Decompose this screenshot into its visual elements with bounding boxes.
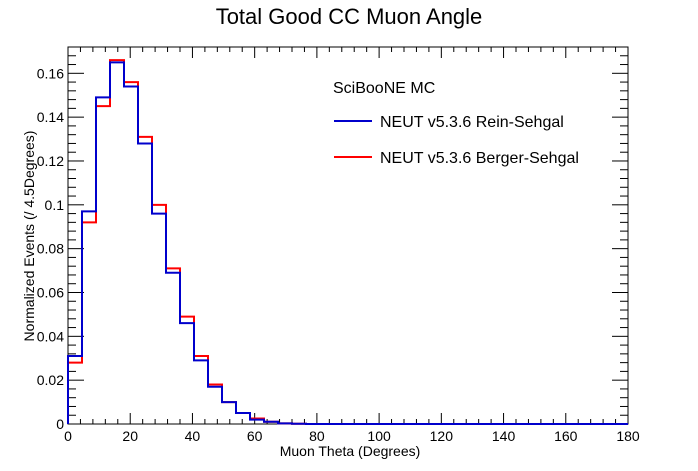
y-tick-label: 0.1 bbox=[45, 197, 65, 213]
x-tick-label: 120 bbox=[430, 428, 454, 444]
x-axis-ticks: 0 20 40 60 80 100 120 140 160 180 bbox=[64, 47, 640, 444]
x-tick-label: 100 bbox=[367, 428, 391, 444]
x-tick-label: 20 bbox=[122, 428, 138, 444]
series-line-rein-sehgal bbox=[67, 61, 628, 425]
y-tick-label: 0.08 bbox=[37, 241, 64, 257]
x-tick-label: 160 bbox=[554, 428, 578, 444]
y-tick-label: 0.12 bbox=[37, 153, 64, 169]
y-tick-label: 0.04 bbox=[37, 328, 64, 344]
plot-frame bbox=[67, 46, 629, 425]
legend-label-berger-sehgal: NEUT v5.3.6 Berger-Sehgal bbox=[380, 150, 579, 167]
y-tick-label: 0.06 bbox=[37, 284, 64, 300]
chart-title: Total Good CC Muon Angle bbox=[216, 4, 483, 29]
y-tick-label: 0.14 bbox=[37, 109, 64, 125]
y-axis-ticks: 0 0.02 0.04 0.06 0.08 0.1 0.12 0.14 0.16 bbox=[37, 55, 628, 432]
x-tick-label: 140 bbox=[492, 428, 516, 444]
legend: SciBooNE MC NEUT v5.3.6 Rein-Sehgal NEUT… bbox=[333, 80, 579, 167]
x-tick-label: 80 bbox=[309, 428, 325, 444]
legend-header: SciBooNE MC bbox=[333, 80, 435, 97]
y-tick-label: 0.16 bbox=[37, 65, 64, 81]
legend-label-rein-sehgal: NEUT v5.3.6 Rein-Sehgal bbox=[380, 114, 564, 131]
x-tick-label: 60 bbox=[247, 428, 263, 444]
x-tick-label: 40 bbox=[185, 428, 201, 444]
x-tick-label: 180 bbox=[616, 428, 640, 444]
x-tick-label: 0 bbox=[64, 428, 72, 444]
y-tick-label: 0 bbox=[56, 416, 64, 432]
y-axis-label: Normalized Events (/ 4.5Degrees) bbox=[21, 131, 37, 342]
x-axis-label: Muon Theta (Degrees) bbox=[280, 443, 421, 459]
series-layer bbox=[67, 59, 628, 425]
y-tick-label: 0.02 bbox=[37, 372, 64, 388]
